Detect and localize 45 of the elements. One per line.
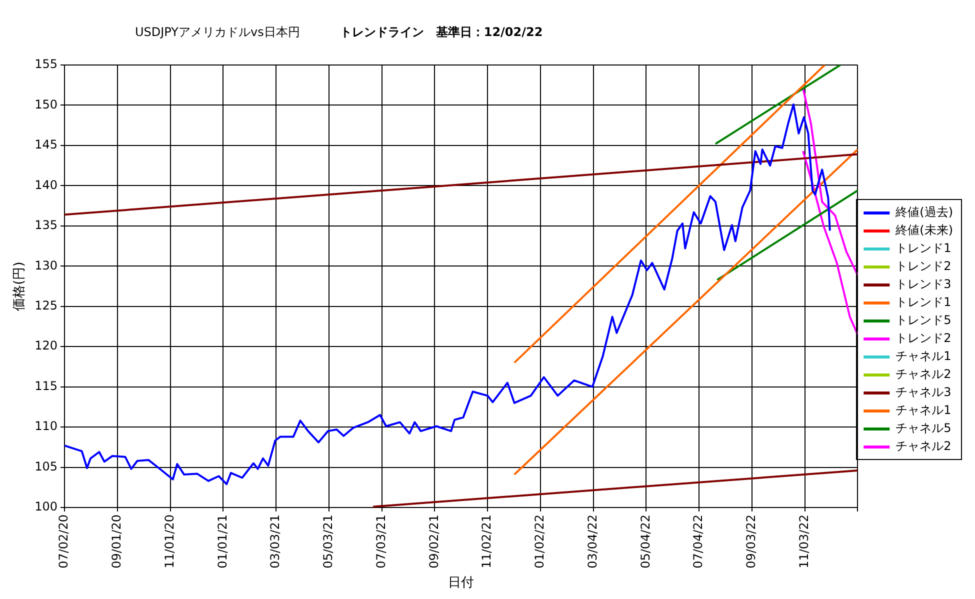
legend-label: トレンド1	[896, 295, 952, 310]
y-tick-label: 100	[34, 500, 58, 514]
legend-label: 終値(未来)	[894, 223, 954, 238]
legend-label: チャネル1	[896, 349, 952, 364]
y-tick-label: 145	[34, 138, 58, 152]
y-tick-label: 155	[34, 57, 58, 72]
x-tick-label: 11/03/22	[796, 514, 811, 568]
x-tick-label: 07/04/22	[691, 514, 706, 568]
y-tick-label: 120	[34, 338, 58, 353]
legend-label: チャネル5	[896, 421, 952, 436]
x-tick-label: 11/02/21	[480, 514, 494, 568]
x-tick-label: 09/03/22	[744, 514, 758, 568]
x-tick-label: 05/04/22	[638, 514, 652, 568]
x-tick-label: 11/01/20	[162, 514, 176, 568]
y-tick-label: 105	[34, 459, 58, 474]
legend-label: トレンド3	[896, 277, 952, 292]
legend-label: トレンド1	[896, 241, 952, 256]
y-tick-label: 150	[34, 97, 58, 112]
y-tick-label: 110	[34, 419, 58, 434]
legend-label: チャネル2	[896, 439, 952, 454]
x-tick-label: 03/03/21	[268, 514, 282, 568]
chart-subtitle: トレンドライン 基準日：12/02/22	[340, 25, 543, 39]
y-tick-label: 130	[34, 258, 58, 272]
x-tick-label: 09/01/20	[110, 514, 124, 568]
legend-label: トレンド2	[896, 259, 952, 274]
y-tick-label: 140	[34, 178, 58, 192]
x-tick-label: 05/03/21	[321, 514, 336, 568]
legend-label: トレンド2	[896, 331, 952, 346]
y-tick-label: 125	[34, 298, 58, 312]
x-tick-label: 01/02/22	[532, 514, 547, 568]
y-tick-label: 115	[34, 378, 58, 393]
legend-label: トレンド5	[896, 313, 952, 328]
x-tick-label: 09/02/21	[426, 514, 441, 568]
x-tick-label: 07/03/21	[374, 514, 388, 568]
legend-label: チャネル3	[896, 385, 952, 400]
x-tick-label: 07/02/20	[56, 514, 71, 568]
y-axis-title: 価格(円)	[12, 262, 28, 311]
x-tick-label: 01/01/21	[215, 514, 230, 568]
x-axis-title: 日付	[448, 576, 474, 591]
chart-title: USDJPYアメリカドルvs日本円	[135, 25, 300, 39]
y-tick-label: 135	[34, 218, 58, 232]
legend-label: チャネル2	[896, 367, 952, 382]
legend-label: 終値(過去)	[894, 205, 954, 220]
x-tick-label: 03/04/22	[585, 514, 600, 568]
legend-label: チャネル1	[896, 403, 952, 418]
